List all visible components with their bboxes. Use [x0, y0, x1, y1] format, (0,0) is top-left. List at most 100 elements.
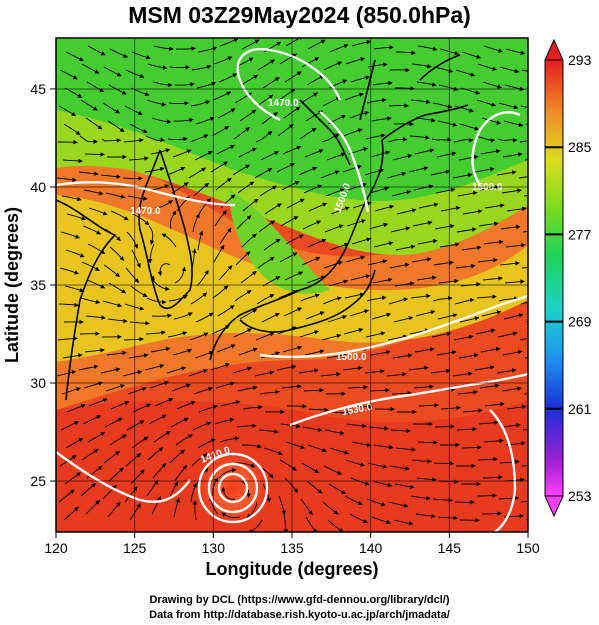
- streamline: [103, 66, 122, 77]
- figure-title: MSM 03Z29May2024 (850.0hPa): [128, 2, 471, 28]
- streamline: [365, 331, 386, 338]
- streamline: [461, 51, 482, 59]
- streamline: [478, 221, 499, 227]
- streamline: [211, 126, 230, 137]
- streamline: [482, 475, 503, 480]
- streamline: [320, 170, 340, 179]
- streamline: [218, 265, 233, 281]
- streamline: [454, 105, 475, 113]
- streamline: [324, 224, 344, 233]
- streamline: [433, 461, 454, 466]
- streamline: [190, 292, 208, 305]
- streamline: [523, 194, 528, 197]
- streamline: [372, 80, 393, 86]
- streamline: [129, 503, 141, 521]
- streamline: [146, 479, 159, 497]
- y-axis: 25 30 35 40 45: [30, 81, 56, 489]
- y-tick-label: 30: [30, 375, 46, 391]
- streamline: [438, 278, 459, 284]
- streamline: [236, 215, 252, 230]
- streamline: [144, 363, 165, 371]
- streamline: [174, 465, 188, 482]
- streamline: [458, 353, 479, 359]
- streamline: [501, 386, 522, 392]
- streamline: [389, 465, 410, 471]
- streamline: [241, 39, 260, 50]
- streamline: [171, 182, 189, 194]
- streamline: [327, 315, 348, 323]
- streamline: [371, 116, 392, 122]
- streamline: [452, 172, 473, 179]
- colorbar-tick-label: 285: [568, 139, 592, 155]
- streamline: [484, 203, 505, 209]
- streamline: [129, 321, 150, 326]
- streamline: [453, 138, 474, 143]
- streamline: [325, 188, 345, 197]
- streamline: [437, 515, 458, 521]
- streamline: [434, 223, 455, 230]
- streamline: [520, 500, 528, 503]
- contour-label: 1530.0: [341, 402, 373, 418]
- streamline: [110, 210, 129, 221]
- streamline: [64, 472, 82, 485]
- streamline: [457, 190, 478, 197]
- streamline: [280, 216, 299, 227]
- streamline: [232, 366, 253, 374]
- streamline: [198, 198, 212, 215]
- streamline: [344, 92, 364, 101]
- streamline: [394, 483, 415, 490]
- streamline: [146, 297, 167, 305]
- streamline: [366, 498, 386, 507]
- streamline: [103, 451, 121, 464]
- streamline: [387, 137, 408, 143]
- streamline: [350, 274, 371, 281]
- streamline: [262, 276, 281, 287]
- streamline: [58, 105, 77, 117]
- streamline: [254, 168, 273, 179]
- streamline: [172, 348, 193, 356]
- streamline: [390, 428, 411, 434]
- streamline: [132, 403, 152, 413]
- streamline: [330, 206, 350, 215]
- streamline: [148, 225, 155, 245]
- streamline: [462, 408, 483, 413]
- streamline: [417, 238, 438, 245]
- streamline: [299, 127, 317, 140]
- streamline: [285, 441, 305, 449]
- streamline: [477, 456, 498, 462]
- streamline: [82, 415, 102, 425]
- streamline: [105, 192, 126, 199]
- streamline: [500, 423, 521, 428]
- streamline: [431, 331, 452, 338]
- streamline: [440, 405, 461, 411]
- streamline: [173, 497, 180, 518]
- streamline: [525, 321, 528, 323]
- streamline: [64, 285, 85, 293]
- streamline: [497, 331, 518, 338]
- streamline: [256, 294, 275, 305]
- streamline: [151, 117, 172, 124]
- y-tick-label: 45: [30, 81, 46, 97]
- streamline: [298, 166, 318, 176]
- streamline: [326, 352, 347, 359]
- x-tick-label: 125: [123, 540, 147, 556]
- streamline: [503, 313, 524, 320]
- streamline: [151, 313, 172, 319]
- streamline: [527, 447, 528, 448]
- streamline: [278, 289, 298, 299]
- credit-drawing: Drawing by DCL (https://www.gfd-dennou.o…: [149, 594, 450, 606]
- streamline: [168, 101, 189, 106]
- streamline: [477, 63, 498, 71]
- streamline: [258, 429, 279, 434]
- streamline: [132, 213, 150, 226]
- streamline: [482, 276, 503, 281]
- streamline: [458, 154, 479, 161]
- streamline: [213, 56, 233, 65]
- streamline: [147, 63, 168, 70]
- streamline: [210, 363, 230, 371]
- streamline: [305, 311, 325, 320]
- streamline: [246, 501, 258, 519]
- colorbar-tick-label: 253: [568, 488, 592, 504]
- streamline: [102, 484, 117, 500]
- streamline: [522, 428, 528, 431]
